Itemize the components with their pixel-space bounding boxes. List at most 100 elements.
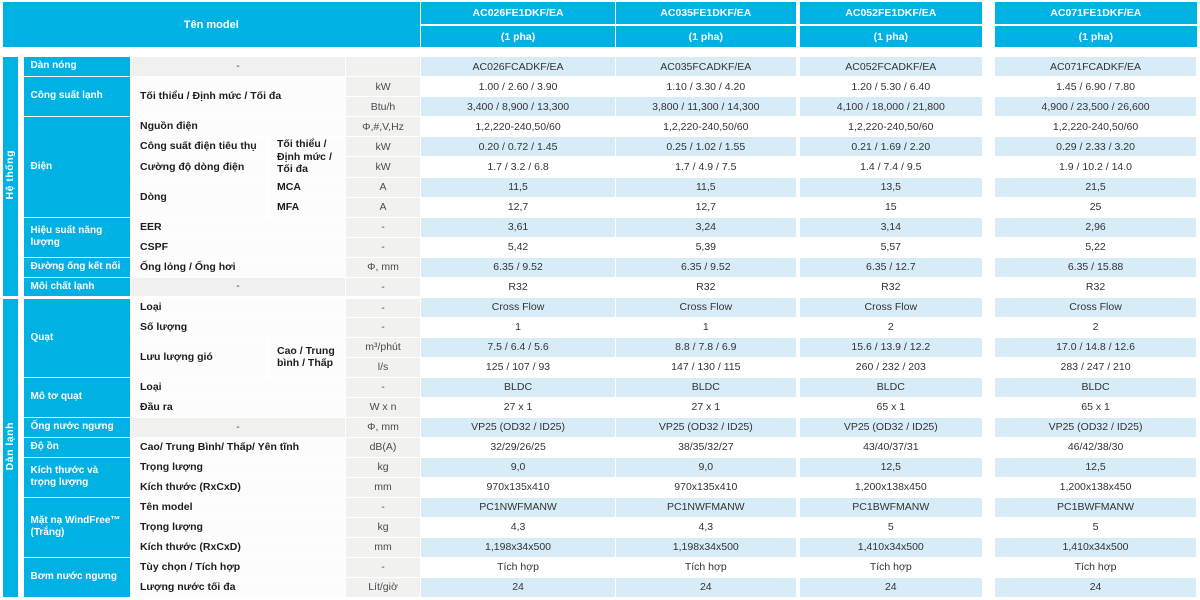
value-cell: BLDC bbox=[982, 376, 1198, 398]
value-cell: 6.35 / 15.88 bbox=[982, 256, 1198, 278]
unit-cell: - bbox=[344, 496, 422, 518]
value-cell: 15 bbox=[795, 196, 990, 218]
value-cell: 1.9 / 10.2 / 14.0 bbox=[982, 156, 1198, 178]
spec-label: Cường độ dòng điện bbox=[130, 156, 268, 178]
spec-row: Lưu lượng gió Cao / Trung bình / Thấp m³/p… bbox=[3, 336, 1198, 378]
spec-row: Công suất điện tiêu thụ Tối thiểu / Định … bbox=[3, 135, 1198, 178]
value-cell: 4,900 / 23,500 / 26,600 bbox=[982, 96, 1198, 117]
row-group-label: Môi chất lạnh bbox=[17, 276, 131, 298]
value-cell: Cross Flow bbox=[420, 296, 617, 318]
spec-label: Dòng bbox=[130, 176, 268, 218]
spec-row: Kích thước (RxCxD) mm 1,198x34x500 1,198x34… bbox=[3, 536, 1198, 558]
value-cell: 970x135x410 bbox=[420, 476, 617, 498]
value-cell: 32/29/26/25 bbox=[420, 436, 617, 458]
value-cell: Tích hợp bbox=[420, 556, 617, 578]
spec-label: CSPF bbox=[130, 236, 346, 258]
value-cell: VP25 (OD32 / ID25) bbox=[615, 416, 799, 438]
value-cell: Tích hợp bbox=[795, 556, 990, 578]
value-cell: 0.20 / 0.72 / 1.45 bbox=[420, 135, 617, 158]
value-cell: 5,42 bbox=[420, 236, 617, 258]
spec-label: Nguồn điện bbox=[130, 116, 346, 137]
value-cell: 1,410x34x500 bbox=[795, 536, 990, 558]
value-cell: AC052FCADKF/EA bbox=[795, 56, 990, 77]
unit-cell: - bbox=[344, 376, 422, 398]
spec-row: Mặt nạ WindFree™ (Trắng) Tên model - PC1NWF… bbox=[3, 496, 1198, 558]
value-cell: 4,100 / 18,000 / 21,800 bbox=[795, 96, 990, 117]
value-cell: 12,5 bbox=[795, 456, 990, 478]
value-cell: 1.4 / 7.4 / 9.5 bbox=[795, 156, 990, 178]
value-cell: 3,61 bbox=[420, 216, 617, 238]
spec-row: Trọng lượng kg 4,3 4,3 5 5 bbox=[3, 516, 1198, 538]
unit-cell: W x n bbox=[344, 396, 422, 418]
value-cell: 1,2,220-240,50/60 bbox=[982, 116, 1198, 137]
spec-label: Số lượng bbox=[130, 316, 346, 338]
spec-label: - bbox=[130, 276, 346, 298]
spec-row: Điện Nguồn điện Φ,#,V,Hz 1,2,220-240,50/60 1… bbox=[3, 116, 1198, 218]
value-cell: R32 bbox=[420, 276, 617, 298]
value-cell: 3,800 / 11,300 / 14,300 bbox=[615, 96, 799, 117]
value-cell: AC071FCADKF/EA bbox=[982, 56, 1198, 77]
spec-table-body: Hệ thống Dàn nóng - AC026FCADKF/EA AC035FCAD… bbox=[2, 56, 1198, 598]
unit-cell: - bbox=[344, 556, 422, 578]
spec-row: Btu/h 3,400 / 8,900 / 13,300 3,800 / 11,30… bbox=[3, 96, 1198, 117]
section-label: Hệ thống bbox=[4, 150, 17, 200]
unit-cell bbox=[344, 56, 422, 77]
spec-row: Độ ồn Cao/ Trung Bình/ Thấp/ Yên tĩnh dB(A… bbox=[3, 436, 1198, 458]
unit-cell: mm bbox=[344, 536, 422, 558]
spec-row: Công suất lạnh Tối thiểu / Định mức / Tối… bbox=[3, 76, 1198, 117]
row-group-label: Công suất lạnh bbox=[17, 76, 131, 117]
value-cell: 13,5 bbox=[795, 176, 990, 198]
value-cell: 25 bbox=[982, 196, 1198, 218]
value-cell: 43/40/37/31 bbox=[795, 436, 990, 458]
unit-cell: dB(A) bbox=[344, 436, 422, 458]
value-cell: 4,3 bbox=[420, 516, 617, 538]
spec-label: EER bbox=[130, 216, 346, 238]
value-cell: Cross Flow bbox=[615, 296, 799, 318]
value-cell: 3,14 bbox=[795, 216, 990, 238]
value-cell: 1,200x138x450 bbox=[795, 476, 990, 498]
value-cell: 1.00 / 2.60 / 3.90 bbox=[420, 76, 617, 97]
unit-cell: - bbox=[344, 295, 422, 318]
value-cell: 5 bbox=[982, 516, 1198, 538]
spec-row: Dòng MCA A 11,5 11,5 13,5 21,5 bbox=[3, 176, 1198, 218]
value-cell: VP25 (OD32 / ID25) bbox=[795, 416, 990, 438]
value-cell: 1,198x34x500 bbox=[420, 536, 617, 558]
model-phase-3: (1 pha) bbox=[795, 25, 989, 47]
value-cell: 24 bbox=[420, 576, 617, 598]
value-cell: 38/35/32/27 bbox=[615, 436, 799, 458]
value-cell: 2,96 bbox=[982, 216, 1198, 238]
spec-row: Ống nước ngưng - Φ, mm VP25 (OD32 / ID25) VP… bbox=[3, 416, 1198, 438]
spec-row: Kích thước (RxCxD) mm 970x135x410 970x135x4… bbox=[3, 476, 1198, 498]
spec-label: Tối thiểu / Định mức / Tối đa bbox=[267, 136, 346, 178]
value-cell: 11,5 bbox=[420, 176, 617, 198]
value-cell: 1,198x34x500 bbox=[615, 536, 799, 558]
row-group-label: Ống nước ngưng bbox=[17, 416, 131, 438]
value-cell: 12,5 bbox=[982, 456, 1198, 478]
row-group-label: Dàn nóng bbox=[17, 56, 131, 77]
spec-label: Tùy chọn / Tích hợp bbox=[130, 556, 346, 578]
value-cell: PC1BWFMANW bbox=[795, 496, 990, 518]
unit-cell: - bbox=[344, 276, 422, 298]
value-cell: 260 / 232 / 203 bbox=[795, 356, 990, 378]
spec-row: Môi chất lạnh - - R32 R32 R32 R32 bbox=[3, 276, 1198, 298]
value-cell: AC035FCADKF/EA bbox=[615, 56, 799, 77]
table-title: Tên model bbox=[2, 2, 421, 47]
value-cell: 1,2,220-240,50/60 bbox=[615, 116, 799, 137]
spec-label: Ống lỏng / Ống hơi bbox=[130, 256, 346, 278]
value-cell: 0.21 / 1.69 / 2.20 bbox=[795, 135, 990, 158]
value-cell: 1,410x34x500 bbox=[982, 536, 1198, 558]
value-cell: R32 bbox=[615, 276, 799, 298]
spec-row: Cường độ dòng điện kW 1.7 / 3.2 / 6.8 1.7 /… bbox=[3, 156, 1198, 178]
value-cell: 1.10 / 3.30 / 4.20 bbox=[615, 76, 799, 97]
value-cell: 7.5 / 6.4 / 5.6 bbox=[420, 336, 617, 358]
unit-cell: Φ, mm bbox=[344, 416, 422, 438]
value-cell: 6.35 / 12.7 bbox=[795, 256, 990, 278]
value-cell: BLDC bbox=[420, 376, 617, 398]
model-phase-2: (1 pha) bbox=[615, 25, 798, 47]
value-cell: 8.8 / 7.8 / 6.9 bbox=[615, 336, 799, 358]
spec-row: Số lượng -1 1 2 2 bbox=[3, 316, 1198, 338]
spec-row: Đường ống kết nối Ống lỏng / Ống hơi Φ, mm… bbox=[3, 256, 1198, 278]
value-cell: PC1NWFMANW bbox=[615, 496, 799, 518]
unit-cell: - bbox=[344, 236, 422, 258]
spec-label: - bbox=[130, 56, 346, 77]
